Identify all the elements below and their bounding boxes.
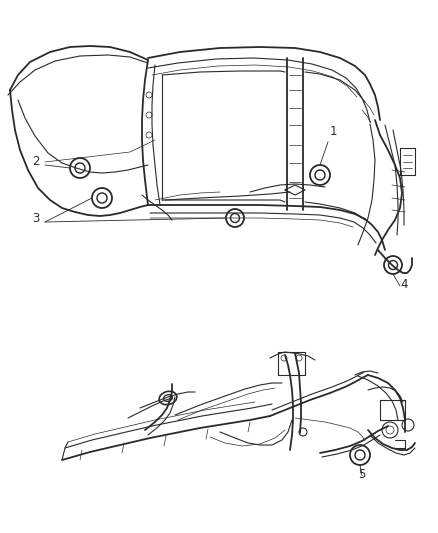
Text: 4: 4 [399,278,406,291]
Text: 5: 5 [357,468,364,481]
Text: 1: 1 [329,125,337,138]
Text: 2: 2 [32,155,39,168]
Text: 3: 3 [32,212,39,225]
